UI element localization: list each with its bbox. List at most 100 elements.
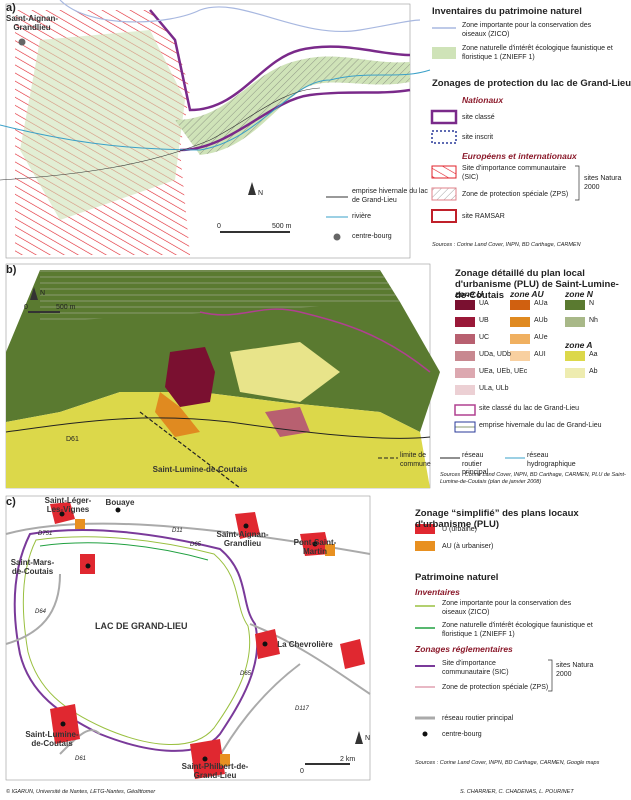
legend-text: réseau routier principal [462, 452, 489, 476]
zps-band [175, 56, 410, 155]
north-arrow [248, 182, 256, 195]
scale-label: 0 [24, 304, 28, 311]
legend-box [432, 47, 456, 59]
place-label: Saint-Lumine-de-Coutais [152, 465, 248, 474]
north-arrow [30, 287, 38, 300]
legend-text: limite de commune [400, 452, 431, 468]
scale-label: 500 m [272, 223, 292, 230]
zone-aa [6, 392, 430, 488]
legend-text: réseau hydrographique [527, 452, 576, 468]
legend-title: Zonage “simplifié” des plans locaux d'ur… [415, 508, 579, 530]
legend-title: Zonage détaillé du plan local d'urbanism… [455, 268, 619, 301]
legend-text: site inscrit [462, 134, 494, 141]
legend-text: rivière [352, 213, 372, 220]
panel-label: b) [6, 264, 17, 276]
place-label: Bouaye [105, 498, 135, 507]
road [5, 417, 431, 439]
legend-text: AUI [534, 351, 546, 358]
sic [13, 528, 259, 752]
legend-text: site classé [462, 114, 495, 121]
place-label: Saint-Mars-de-Coutais [10, 558, 55, 576]
brace [548, 659, 553, 692]
legend-text: Ab [589, 368, 598, 375]
zico [59, 0, 421, 32]
legend-text: Zone naturelle d'intérêt écologique faun… [462, 45, 613, 61]
footer-right: S. CHARRIER, C. CHADENAS, L. POURINET [460, 789, 574, 795]
legend-box [455, 351, 475, 361]
legend-box [510, 351, 530, 361]
legend-text: réseau routier principal [442, 715, 514, 722]
legend-subtitle: Zonages réglementaires [415, 644, 513, 654]
sources: Sources : Corine Land Cover, INPN, BD Ca… [432, 242, 581, 248]
place-label: La Chevrolière [277, 640, 333, 649]
scale-label: 500 m [56, 304, 76, 311]
legend-text: Site d'importance communautaire (SIC) [442, 660, 509, 676]
legend-text: Aa [589, 351, 598, 358]
road-label: D64 [35, 609, 47, 615]
legend-text: UB [479, 317, 489, 324]
legend-swatches [378, 300, 585, 459]
legend-dot [422, 731, 428, 737]
site-classe [179, 88, 411, 152]
place-label: Saint-Aignan-Grandlieu [6, 14, 58, 32]
legend-subtitle: zone A [565, 340, 593, 350]
emprise [0, 87, 321, 181]
legend-box [455, 300, 475, 310]
legend-title: Inventaires du patrimoine naturel [432, 6, 582, 17]
legend-text: UC [479, 334, 490, 341]
legend-dot [333, 233, 341, 241]
legend-box [510, 317, 530, 327]
legend-text: emprise hivernale du lac de Grand-Lieu [352, 188, 428, 204]
frame [5, 495, 371, 781]
lake-label: LAC DE GRAND-LIEU [95, 621, 188, 631]
legend-text: Zone importante pour la conservation des… [462, 22, 592, 38]
zone-ud [265, 407, 310, 437]
sources: Sources : Corine Land Cover, INPN, BD Ca… [440, 472, 626, 485]
legend-text: AUb [534, 317, 548, 324]
road-label: D61 [66, 436, 79, 443]
north-label: N [365, 735, 371, 742]
legend-text: sites Natura 2000 [584, 175, 622, 191]
legend-box [454, 421, 476, 433]
north-label: N [258, 190, 264, 197]
commune-limit [139, 411, 241, 489]
site-classe [199, 308, 431, 373]
legend-subtitle: zone AU [510, 289, 544, 299]
road-label: D751 [38, 531, 53, 537]
road-label: D11 [172, 528, 183, 534]
legend-text: UA [479, 300, 489, 307]
legend-box [565, 351, 585, 361]
legend-text: UEa, UEb, UEc [479, 368, 528, 375]
frame [5, 3, 411, 259]
place-label: Pont-Saint-Martin [293, 538, 337, 556]
road-label: D117 [295, 706, 309, 712]
legend-box [510, 300, 530, 310]
legend-text: AU (à urbaniser) [442, 543, 494, 550]
zone-ab [230, 342, 340, 402]
znieff [39, 542, 209, 561]
emprise-hatch [40, 270, 400, 322]
road-label: D61 [75, 756, 87, 762]
road-label: D65 [190, 542, 202, 548]
legend-box [430, 109, 458, 125]
legend-box [431, 209, 457, 223]
znieff-area [20, 30, 185, 220]
legend-title: Zonages de protection du lac de Grand-Li… [432, 78, 631, 89]
north-label: N [40, 290, 46, 297]
zone-ua [165, 347, 215, 407]
centre-bourg [59, 507, 318, 762]
legend-box [565, 368, 585, 378]
legend-text: Zone importante pour la conservation des… [442, 600, 572, 616]
panel-label: a) [6, 2, 16, 14]
legend-text: Zone de protection spéciale (ZPS) [442, 684, 549, 691]
legend-box [431, 130, 457, 144]
legend-text: site classé du lac de Grand-Lieu [479, 405, 579, 412]
place-label: Saint-Lumine-de-Coutais [25, 730, 79, 748]
legend-box [565, 300, 585, 310]
place-label: Saint-Aignan-Grandlieu [216, 530, 269, 548]
map-b [5, 263, 585, 489]
zone-au [155, 392, 200, 437]
map-a [0, 0, 580, 259]
legend-subtitle: zone N [565, 289, 593, 299]
